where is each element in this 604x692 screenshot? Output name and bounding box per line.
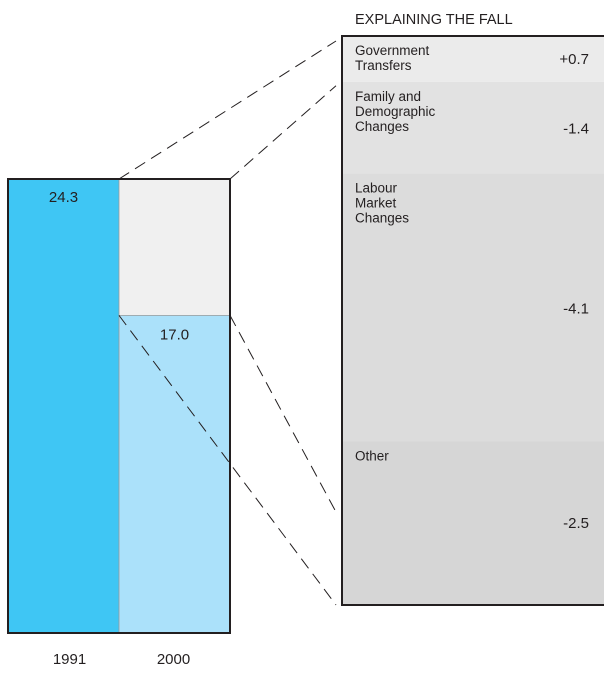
- breakdown-label-line: Changes: [355, 210, 409, 225]
- category-label-2000: 2000: [157, 651, 190, 668]
- breakdown-value: -4.1: [563, 300, 589, 317]
- breakdown-label-line: Government: [355, 43, 430, 58]
- breakdown-segment: [342, 441, 604, 605]
- bar-2000: [119, 315, 230, 633]
- breakdown-label-line: Other: [355, 448, 389, 463]
- connector-line: [229, 85, 337, 180]
- breakdown-segment: [342, 173, 604, 442]
- value-label-2000: 17.0: [160, 326, 189, 343]
- value-label-1991: 24.3: [49, 189, 78, 206]
- bar-1991: [8, 179, 119, 633]
- breakdown-frame: [341, 35, 604, 606]
- breakdown-label-line: Family and: [355, 89, 421, 104]
- breakdown-value: -1.4: [563, 121, 589, 138]
- category-label-1991: 1991: [53, 651, 86, 668]
- breakdown-title: EXPLAINING THE FALL: [355, 12, 513, 28]
- connector-lines: [118, 40, 337, 606]
- breakdown-label-line: Changes: [355, 119, 409, 134]
- comparison-bars: 24.3 17.0 1991 2000: [7, 178, 231, 668]
- breakdown-segment: [342, 81, 604, 174]
- breakdown-label-line: Labour: [355, 180, 398, 195]
- breakdown-value: +0.7: [559, 51, 589, 68]
- breakdown-value: -2.5: [563, 515, 589, 532]
- breakdown-label-line: Demographic: [355, 104, 436, 119]
- decline-gap: [119, 179, 230, 316]
- breakdown-label-line: Transfers: [355, 58, 412, 73]
- breakdown-segment: [342, 36, 604, 82]
- breakdown-label-line: Market: [355, 195, 397, 210]
- connector-line: [229, 315, 337, 513]
- connector-line: [118, 40, 337, 180]
- connector-line: [118, 315, 337, 606]
